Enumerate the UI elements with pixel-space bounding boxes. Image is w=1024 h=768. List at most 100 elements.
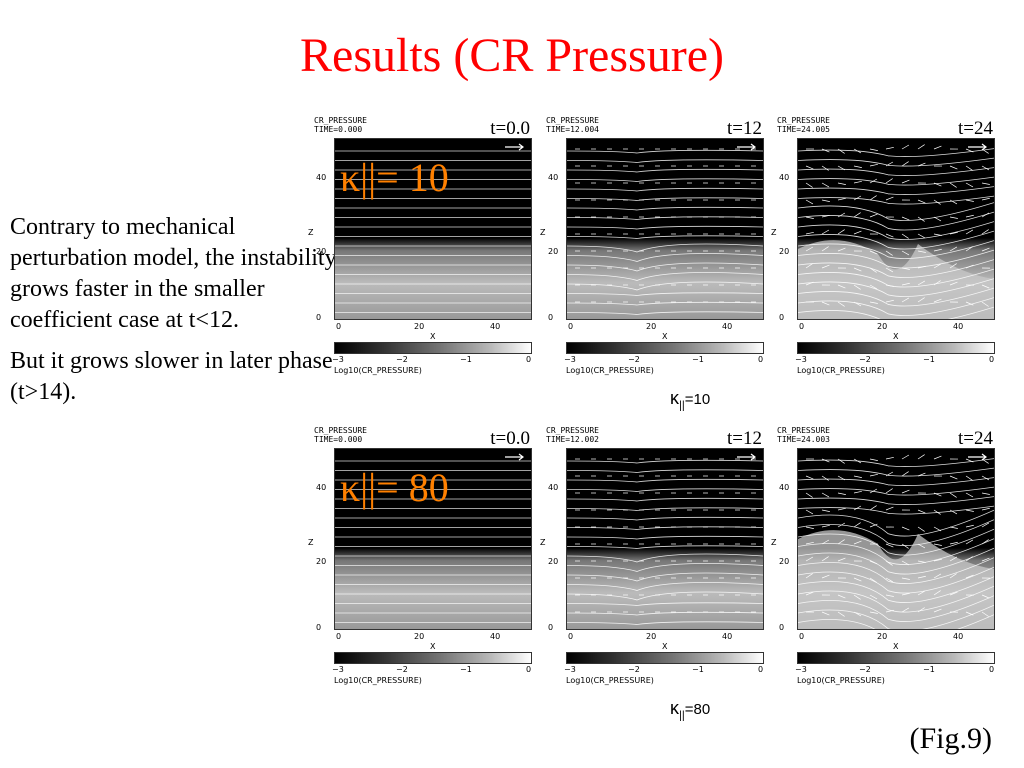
velocity-arrow xyxy=(805,216,814,219)
field-line xyxy=(567,301,763,306)
velocity-arrow xyxy=(917,216,925,222)
velocity-arrow xyxy=(853,284,861,290)
field-line xyxy=(567,311,763,315)
field-line xyxy=(567,563,763,572)
velocity-arrow xyxy=(949,281,958,286)
x-tick-label: 40 xyxy=(722,322,733,331)
field-line xyxy=(567,497,763,502)
colorbar-tick-label: −3 xyxy=(564,355,576,364)
field-line xyxy=(798,249,994,269)
velocity-arrow xyxy=(805,509,814,515)
field-line xyxy=(567,281,763,291)
colorbar-tick-label: −1 xyxy=(692,665,704,674)
panel-variable-name: CR_PRESSURE xyxy=(546,116,599,125)
field-line xyxy=(798,458,994,467)
velocity-arrow xyxy=(821,246,829,252)
velocity-arrow xyxy=(885,284,894,287)
colorbar-tick-label: 0 xyxy=(758,665,764,674)
velocity-arrow xyxy=(981,197,990,201)
y-axis-label: Z xyxy=(771,228,777,237)
velocity-arrow xyxy=(885,146,894,150)
y-tick-label: 0 xyxy=(779,623,785,632)
panel-time-readout: TIME=24.005 xyxy=(777,125,830,134)
velocity-arrow xyxy=(853,611,862,617)
velocity-arrow xyxy=(917,526,925,532)
field-line xyxy=(567,187,763,192)
field-line xyxy=(567,488,763,492)
velocity-arrow xyxy=(949,509,958,515)
velocity-arrow xyxy=(837,539,845,545)
velocity-arrow xyxy=(965,301,974,306)
velocity-arrow xyxy=(821,539,830,545)
colorbar-label: Log10(CR_PRESSURE) xyxy=(566,366,654,375)
colorbar xyxy=(334,652,532,664)
velocity-arrow xyxy=(933,543,942,546)
panel-time-readout: TIME=0.000 xyxy=(314,125,363,134)
x-tick-label: 20 xyxy=(877,322,888,331)
y-tick-label: 20 xyxy=(548,247,559,256)
kappa-caption: κ||=80 xyxy=(670,698,710,722)
field-line xyxy=(567,572,763,582)
kappa-caption: κ||=10 xyxy=(670,388,710,412)
velocity-arrow xyxy=(933,558,942,562)
x-tick-label: 0 xyxy=(799,322,805,331)
velocity-arrow xyxy=(821,165,829,171)
velocity-arrow xyxy=(869,594,878,600)
velocity-arrow xyxy=(949,165,958,170)
pressure-field-svg xyxy=(798,449,994,629)
colorbar xyxy=(797,652,995,664)
x-tick-label: 0 xyxy=(568,322,574,331)
velocity-arrow xyxy=(933,455,942,460)
velocity-arrow xyxy=(805,475,814,480)
velocity-arrow xyxy=(821,301,830,306)
velocity-arrow xyxy=(901,179,910,184)
velocity-arrow xyxy=(917,199,926,204)
field-line xyxy=(798,509,994,537)
velocity-arrow xyxy=(901,297,910,303)
field-line xyxy=(567,178,763,182)
velocity-arrow xyxy=(901,560,910,566)
velocity-arrow xyxy=(821,182,830,188)
velocity-arrow xyxy=(837,284,846,289)
x-tick-label: 0 xyxy=(799,632,805,641)
velocity-arrow xyxy=(869,560,878,565)
velocity-arrow xyxy=(837,229,845,235)
velocity-arrow xyxy=(901,489,910,494)
field-line xyxy=(798,287,994,307)
velocity-arrow xyxy=(933,199,941,205)
velocity-arrow xyxy=(917,560,926,563)
velocity-arrow xyxy=(917,509,926,514)
velocity-arrow xyxy=(901,526,910,531)
panel-meta: CR_PRESSURE TIME=0.000 xyxy=(314,116,367,134)
velocity-arrow xyxy=(805,281,814,286)
velocity-arrow xyxy=(853,577,862,582)
colorbar-tick-label: −3 xyxy=(332,355,344,364)
colorbar-tick-label: 0 xyxy=(526,355,532,364)
velocity-arrow xyxy=(869,148,878,151)
x-tick-label: 40 xyxy=(722,632,733,641)
figure-label: (Fig.9) xyxy=(909,722,993,755)
field-line xyxy=(567,459,763,464)
reference-arrow-icon xyxy=(737,143,756,151)
velocity-arrow xyxy=(965,214,974,218)
velocity-arrow xyxy=(965,524,974,528)
velocity-arrow xyxy=(981,475,990,481)
x-tick-label: 40 xyxy=(490,632,501,641)
kappa-caption-value: =80 xyxy=(684,701,711,718)
velocity-arrow xyxy=(821,458,830,463)
pressure-field-svg xyxy=(567,449,763,629)
x-tick-label: 40 xyxy=(953,322,964,331)
velocity-arrow xyxy=(933,492,942,497)
velocity-arrow xyxy=(853,540,862,545)
velocity-arrow xyxy=(981,301,989,307)
velocity-arrow xyxy=(949,526,958,529)
velocity-arrow xyxy=(933,182,942,187)
velocity-arrow xyxy=(869,284,878,290)
velocity-arrow xyxy=(949,475,958,480)
field-line xyxy=(798,505,994,515)
velocity-arrow xyxy=(853,148,862,154)
panel-variable-name: CR_PRESSURE xyxy=(546,426,599,435)
velocity-arrow xyxy=(965,199,974,202)
velocity-arrow xyxy=(981,539,989,545)
velocity-arrow xyxy=(917,280,926,286)
